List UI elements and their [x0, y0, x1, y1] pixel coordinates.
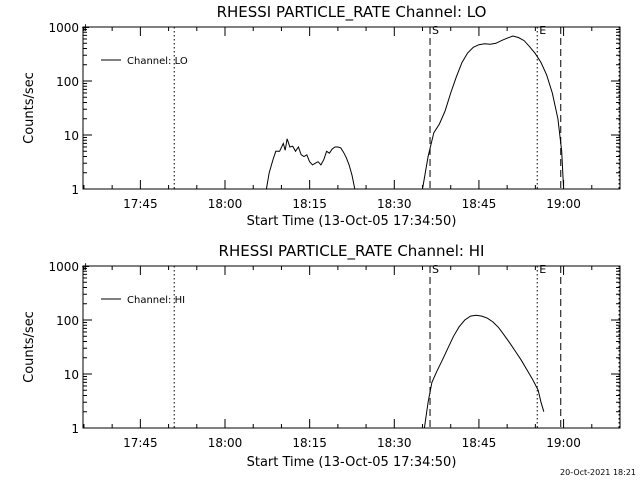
y-axis-label: Counts/sec: [22, 72, 37, 144]
y-tick-label: 1: [71, 183, 79, 197]
chart-panel-hi: RHESSI PARTICLE_RATE Channel: HI 1 10 100 10…: [22, 242, 621, 470]
y-tick-label: 10: [64, 368, 79, 382]
legend-label: Channel: HI: [127, 295, 185, 306]
legend-label: Channel: LO: [127, 56, 188, 67]
x-axis-label: Start Time (13-Oct-05 17:34:50): [247, 455, 457, 470]
series-line: [423, 314, 545, 429]
x-axis-label: Start Time (13-Oct-05 17:34:50): [247, 214, 457, 229]
y-tick-label: 1000: [48, 21, 79, 35]
y-tick-label: 100: [56, 314, 79, 328]
plot-frame: [82, 265, 621, 429]
chart-panel-lo: RHESSI PARTICLE_RATE Channel: LO 1 10 100 10…: [22, 3, 621, 229]
x-tick-label: 17:45: [123, 197, 158, 211]
x-tick-label: 19:00: [546, 197, 581, 211]
x-tick-label: 19:00: [546, 436, 581, 450]
x-tick-label: 18:30: [377, 436, 412, 450]
x-tick-label: 18:00: [208, 436, 243, 450]
y-tick-label: 10: [64, 129, 79, 143]
marker-label: E: [539, 263, 546, 276]
x-tick-label: 18:45: [462, 436, 497, 450]
footer-timestamp: 20-Oct-2021 18:21: [560, 468, 636, 477]
corner-marker: +: [81, 21, 90, 34]
y-axis-label: Counts/sec: [22, 311, 37, 383]
plot-frame: [82, 26, 621, 190]
y-tick-label: 1: [71, 422, 79, 436]
y-tick-label: 1000: [48, 260, 79, 274]
x-tick-label: 17:45: [123, 436, 158, 450]
marker-label: S: [432, 24, 439, 37]
x-tick-label: 18:30: [377, 197, 412, 211]
chart-title: RHESSI PARTICLE_RATE Channel: LO: [217, 3, 487, 22]
series-line: [422, 35, 565, 190]
corner-marker: +: [81, 260, 90, 273]
marker-label: S: [432, 263, 439, 276]
x-tick-label: 18:00: [208, 197, 243, 211]
y-tick-label: 100: [56, 75, 79, 89]
x-tick-label: 18:45: [462, 197, 497, 211]
chart-title: RHESSI PARTICLE_RATE Channel: HI: [219, 242, 485, 261]
marker-label: E: [539, 24, 546, 37]
series-line: [265, 138, 356, 190]
x-tick-label: 18:15: [292, 436, 327, 450]
x-tick-label: 18:15: [292, 197, 327, 211]
